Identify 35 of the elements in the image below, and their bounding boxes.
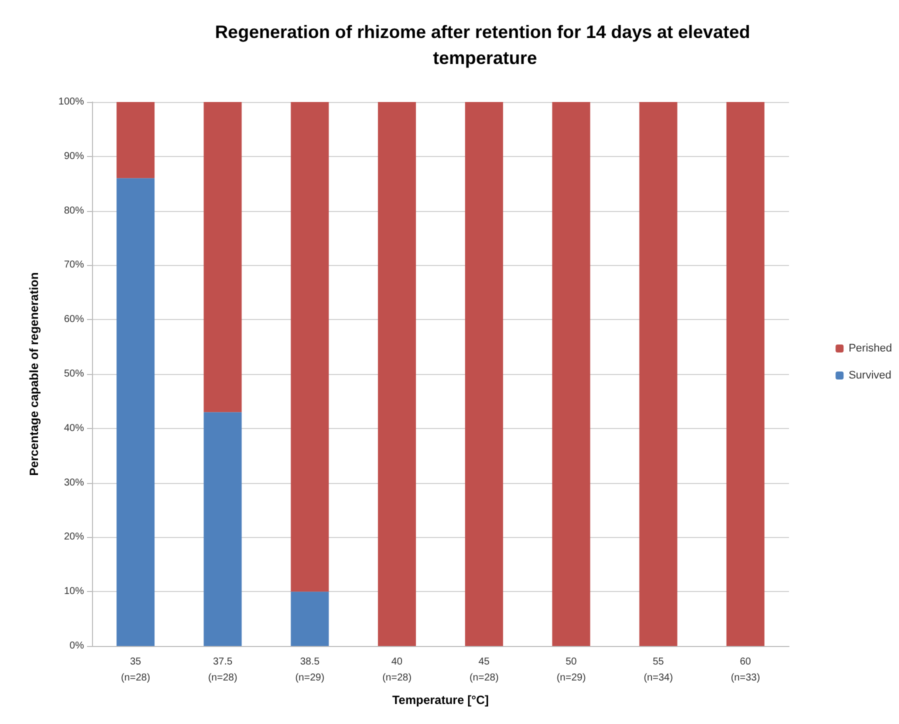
y-tick-label: 70% [64,260,84,271]
bar [465,102,504,646]
x-tick-label: 38.5 (n=29) [295,656,324,684]
y-tick-label: 50% [64,368,84,380]
bar [116,178,155,646]
x-tick-label: 55 (n=34) [644,656,673,684]
x-tick-label: 40 (n=28) [382,656,412,684]
bar [290,102,329,592]
y-tick-label: 40% [64,422,84,434]
bar [726,102,764,646]
y-tick-label: 0% [70,640,84,652]
bar [290,592,329,646]
legend-label: Survived [848,370,892,382]
y-tick-label: 100% [58,96,84,108]
bar [552,102,590,646]
bar [639,102,678,646]
bar [204,412,242,646]
chart-title: Regeneration of rhizome after retention for 14 days at elevated temperature [214,22,756,68]
x-tick-label: 50 (n=29) [556,656,586,684]
y-tick-label: 30% [64,477,84,488]
legend-label: Perished [848,342,892,354]
x-tick-label: 35 (n=28) [120,656,150,684]
bar [116,102,155,178]
y-axis-title: Percentage capable of regeneration [27,272,41,476]
y-tick-label: 80% [64,205,84,216]
x-axis-title: Temperature [°C] [392,693,489,707]
y-tick-label: 20% [64,532,84,543]
bar [378,102,416,646]
y-tick-label: 10% [64,586,84,598]
y-tick-label: 60% [64,314,84,326]
x-tick-label: 60 (n=33) [730,656,760,684]
y-tick-label: 90% [64,150,84,162]
x-tick-label: 45 (n=28) [469,656,499,684]
bar [204,102,242,412]
x-tick-label: 37.5 (n=28) [208,656,238,684]
